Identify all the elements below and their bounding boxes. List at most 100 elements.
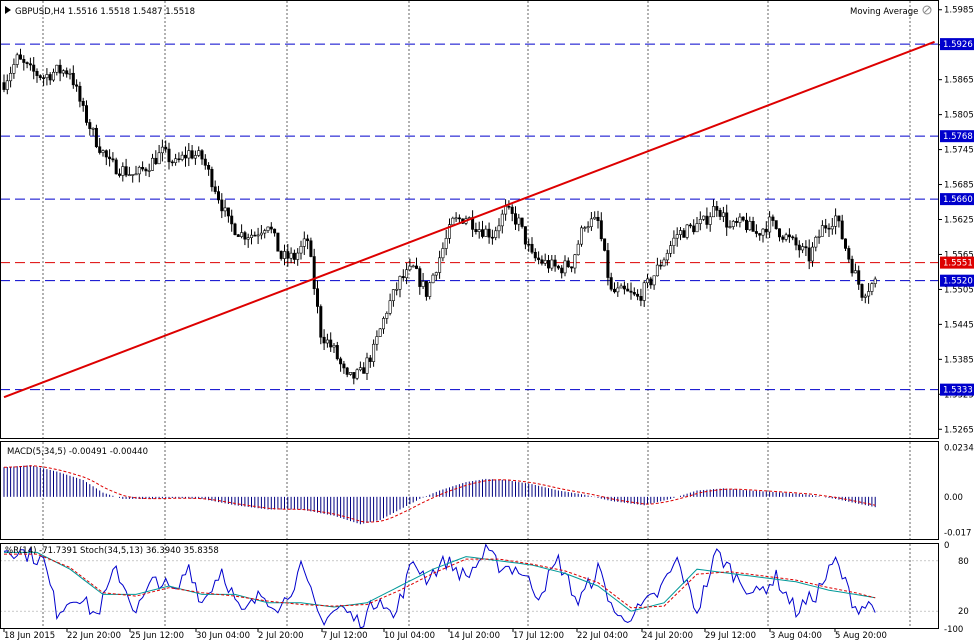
candle (801, 243, 805, 254)
candle (108, 149, 112, 167)
candle (253, 231, 257, 237)
candle (748, 216, 752, 231)
level-tag-label: 1.5926 (943, 40, 973, 50)
candle (444, 229, 448, 256)
candle (98, 138, 102, 155)
candle (639, 288, 643, 307)
candle (2, 74, 6, 93)
candle (728, 220, 732, 229)
candle (774, 220, 778, 230)
candle (695, 216, 699, 233)
candle (388, 293, 392, 316)
candle (593, 211, 597, 220)
indicator-name: Moving Average (850, 7, 918, 17)
grid (0, 1, 938, 628)
candle (632, 287, 636, 297)
candle (510, 204, 514, 222)
candle (527, 238, 531, 252)
candle (652, 275, 656, 290)
stochastic-lines (3, 543, 876, 629)
candle (88, 119, 92, 136)
candle (25, 61, 29, 69)
candle (200, 149, 204, 165)
candle (810, 242, 814, 267)
candle (391, 289, 395, 307)
candle (642, 280, 646, 307)
candle (127, 166, 131, 177)
candle (28, 57, 32, 71)
candle (385, 311, 389, 324)
level-tag-label: 1.5551 (943, 259, 973, 269)
candle (451, 216, 455, 226)
candle (65, 67, 69, 78)
candle (352, 372, 356, 385)
candle (111, 152, 115, 163)
candle (513, 206, 517, 230)
candle (273, 228, 277, 237)
trend-line[interactable] (3, 40, 935, 399)
candle (405, 262, 409, 285)
level-tag: 1.5520 (940, 274, 974, 287)
stoch-series-line (4, 551, 876, 612)
candle (282, 244, 286, 266)
candle (645, 273, 649, 289)
time-tick-label: 14 Jul 20:00 (449, 631, 500, 641)
time-tick-label: 29 Jul 12:00 (705, 631, 756, 641)
candle (777, 228, 781, 242)
candle (51, 68, 55, 82)
candle (408, 258, 412, 272)
candle (434, 271, 438, 281)
candle (18, 48, 22, 60)
candle (174, 153, 178, 166)
time-tick-label: 25 Jun 12:00 (130, 631, 184, 641)
candle (787, 228, 791, 243)
candle (68, 68, 72, 80)
candle (665, 249, 669, 266)
candle (15, 52, 19, 68)
candle (177, 152, 181, 163)
candle (616, 282, 620, 297)
price-tick-label: 1.5745 (944, 146, 974, 156)
stoch-level-tick-label: 20 (958, 607, 969, 617)
candle (791, 235, 795, 241)
settings-icon[interactable] (922, 5, 932, 15)
candle (546, 254, 550, 273)
level-tag: 1.5551 (940, 256, 974, 269)
candle (306, 234, 310, 250)
candle (193, 150, 197, 165)
candle (754, 224, 758, 238)
candle (355, 368, 359, 381)
candle (847, 245, 851, 263)
candle (345, 366, 349, 378)
candle (761, 228, 765, 243)
candle (243, 230, 247, 246)
candle (596, 210, 600, 229)
candle (487, 222, 491, 244)
symbol-info: GBPUSD,H4 1.5516 1.5518 1.5487 1.5518 (15, 7, 195, 17)
candle (784, 232, 788, 242)
price-tick-label: 1.5385 (944, 355, 974, 365)
candle (114, 157, 118, 175)
time-tick-label: 22 Jul 04:00 (577, 631, 628, 641)
macd-tick-label: 0.00 (944, 493, 963, 503)
candle (210, 166, 214, 192)
candle (579, 225, 583, 247)
candle (180, 151, 184, 162)
candle (570, 266, 574, 273)
candle (12, 58, 16, 79)
candle (702, 215, 706, 221)
candle (655, 257, 659, 277)
candle (725, 204, 729, 236)
candle (230, 209, 234, 232)
level-tag: 1.5333 (940, 383, 974, 396)
candle (322, 329, 326, 351)
candle (731, 219, 735, 230)
candle (820, 220, 824, 237)
candle (94, 124, 98, 149)
candle (358, 361, 362, 372)
macd-label: MACD(5,34,5) -0.00491 -0.00440 (7, 447, 148, 457)
macd-histogram (3, 465, 876, 525)
candle (438, 250, 442, 279)
candle (764, 221, 768, 239)
